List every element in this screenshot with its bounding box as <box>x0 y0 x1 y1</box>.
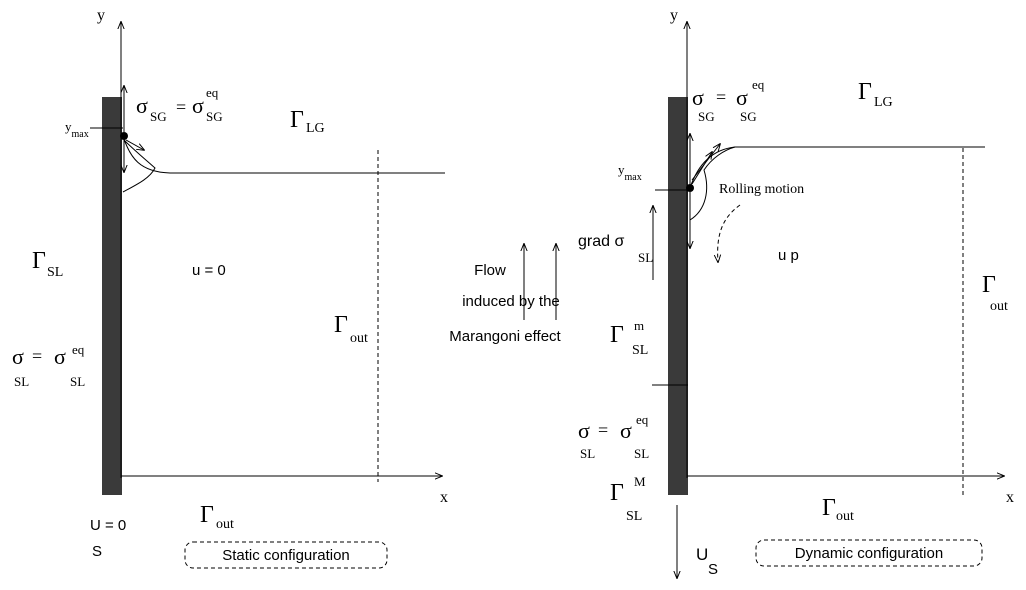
sigma-sl-equation: σ = σ SL SL eq <box>12 342 85 389</box>
svg-text:LG: LG <box>874 95 893 110</box>
svg-text:SL: SL <box>632 343 648 358</box>
svg-text:eq: eq <box>206 85 219 100</box>
y-axis-label: y <box>97 7 105 24</box>
svg-text:σ: σ <box>736 85 748 110</box>
velocity-label: u = 0 <box>192 262 226 279</box>
x-axis-label: x <box>1006 489 1014 506</box>
svg-text:=: = <box>32 346 42 366</box>
svg-text:Γ: Γ <box>200 502 214 528</box>
gamma-sl-label: Γ SL <box>32 248 63 280</box>
gamma-sl-M-label: Γ SL M <box>610 474 646 524</box>
svg-text:LG: LG <box>306 121 325 136</box>
svg-text:eq: eq <box>752 77 765 92</box>
svg-text:S: S <box>92 543 102 560</box>
svg-text:SL: SL <box>14 374 29 389</box>
svg-text:eq: eq <box>72 342 85 357</box>
svg-text:out: out <box>836 509 854 524</box>
gamma-out-bottom-label: Γ out <box>200 502 234 532</box>
gamma-out-bottom-label: Γ out <box>822 495 854 524</box>
svg-text:out: out <box>350 331 368 346</box>
svg-text:SL: SL <box>70 374 85 389</box>
svg-text:SL: SL <box>634 446 649 461</box>
wall-velocity-label: U = 0 S <box>90 517 126 560</box>
flow-line-2: induced by the <box>462 293 560 310</box>
velocity-label: u p <box>778 247 799 264</box>
dynamic-caption: Dynamic configuration <box>795 545 943 562</box>
sigma-sl-equation: σ = σ SL SL eq <box>578 412 649 461</box>
svg-text:σ: σ <box>620 418 632 443</box>
svg-text:σ: σ <box>692 85 704 110</box>
svg-text:Γ: Γ <box>858 79 872 105</box>
svg-text:eq: eq <box>636 412 649 427</box>
rolling-motion-arrow <box>718 204 741 262</box>
svg-text:Γ: Γ <box>610 480 624 506</box>
meniscus-curve <box>689 146 736 221</box>
svg-text:m: m <box>634 318 644 333</box>
svg-text:SL: SL <box>580 446 595 461</box>
contact-line-point <box>120 132 128 140</box>
tension-arrow-diagonal <box>125 139 144 150</box>
static-panel: y x ymax σ SG = σ SG eq Γ LG Γ SL u = 0 … <box>12 7 448 569</box>
svg-text:Γ: Γ <box>334 312 348 338</box>
flow-line-1: Flow <box>474 262 506 279</box>
svg-text:SL: SL <box>638 250 653 265</box>
wall-velocity-label: U S <box>696 545 718 578</box>
svg-text:σ: σ <box>12 344 24 369</box>
ymax-label: ymax <box>65 119 89 140</box>
solid-wall <box>668 97 688 495</box>
flow-line-3: Marangoni effect <box>449 328 561 345</box>
sigma-sg-equation: σ SG = σ SG eq <box>692 77 765 124</box>
meniscus-curve <box>122 139 156 193</box>
static-caption-box <box>184 541 388 569</box>
svg-text:Γ: Γ <box>32 248 46 274</box>
static-caption: Static configuration <box>222 547 350 564</box>
y-axis-label: y <box>670 7 678 24</box>
svg-text:S: S <box>708 561 718 578</box>
x-axis-label: x <box>440 489 448 506</box>
marangoni-annotation: Flow induced by the Marangoni effect <box>449 244 562 345</box>
svg-text:SG: SG <box>740 109 757 124</box>
svg-text:=: = <box>176 97 186 117</box>
svg-text:=: = <box>598 420 608 440</box>
ymax-label: ymax <box>618 162 642 183</box>
svg-text:SG: SG <box>206 109 223 124</box>
svg-text:SL: SL <box>47 265 63 280</box>
gamma-lg-label: Γ LG <box>858 79 893 110</box>
svg-text:σ: σ <box>192 93 204 118</box>
svg-text:Γ: Γ <box>290 107 304 133</box>
svg-text:=: = <box>716 87 726 107</box>
gamma-lg-label: Γ LG <box>290 107 325 136</box>
gamma-sl-m-label: Γ SL m <box>610 318 648 358</box>
svg-text:out: out <box>216 517 234 532</box>
gamma-out-right-label: Γ out <box>982 272 1008 314</box>
svg-text:M: M <box>634 474 646 489</box>
contact-line-point <box>686 184 694 192</box>
gamma-out-right-label: Γ out <box>334 312 368 346</box>
tension-arrow-diagonal <box>691 152 712 185</box>
svg-text:SG: SG <box>698 109 715 124</box>
free-surface <box>122 135 445 174</box>
svg-text:grad σ: grad σ <box>578 233 624 250</box>
svg-text:σ: σ <box>54 344 66 369</box>
svg-text:σ: σ <box>136 93 148 118</box>
dynamic-caption-box <box>755 539 983 567</box>
svg-text:σ: σ <box>578 418 590 443</box>
svg-text:SG: SG <box>150 109 167 124</box>
svg-text:out: out <box>990 299 1008 314</box>
svg-text:Γ: Γ <box>610 322 624 348</box>
svg-text:SL: SL <box>626 509 642 524</box>
rolling-motion-label: Rolling motion <box>719 182 804 197</box>
svg-text:U: U <box>696 545 708 564</box>
solid-wall <box>102 97 122 495</box>
svg-text:Γ: Γ <box>982 272 996 298</box>
svg-text:U = 0: U = 0 <box>90 517 126 534</box>
grad-sigma-label: grad σ SL <box>578 233 653 265</box>
svg-text:Γ: Γ <box>822 495 836 521</box>
dynamic-panel: y x σ SG = σ SG eq Γ LG ymax Rolling mot… <box>578 7 1014 578</box>
sigma-sg-equation: σ SG = σ SG eq <box>136 85 223 124</box>
tension-arrow-diagonal-2 <box>691 144 720 181</box>
